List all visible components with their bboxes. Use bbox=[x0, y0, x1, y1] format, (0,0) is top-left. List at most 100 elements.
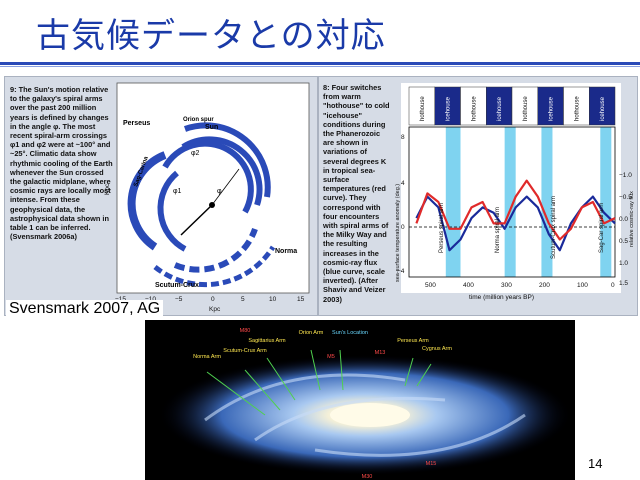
galaxy-orbit-figure: 9: The Sun's motion relative to the gala… bbox=[4, 76, 318, 316]
x-tick: 0 bbox=[211, 296, 215, 303]
temperature-anomaly-line bbox=[415, 179, 616, 241]
title-underline bbox=[0, 62, 640, 65]
galaxy-label: M80 bbox=[240, 328, 251, 334]
plot-frame bbox=[408, 126, 616, 278]
y2-axis-label: relative cosmic-ray flux bbox=[629, 191, 635, 247]
galaxy-label: Orion Arm bbox=[299, 330, 324, 336]
y-tick: 0 bbox=[401, 224, 405, 231]
icehouse-box bbox=[434, 86, 461, 126]
credit-text: Svensmark 2007, AG bbox=[6, 300, 164, 318]
y-tick: −4 bbox=[397, 268, 405, 275]
galaxy-arm-outline bbox=[204, 373, 406, 422]
angle-label-phi2: φ2 bbox=[191, 150, 200, 157]
climate-state-label: hothouse bbox=[523, 96, 529, 121]
climate-state-label: hothouse bbox=[471, 96, 477, 121]
sun-arm bbox=[162, 140, 254, 214]
climate-state-label: icehouse bbox=[497, 96, 503, 121]
x-axis-label: Kpc bbox=[209, 306, 221, 313]
spiral-arm-band bbox=[445, 127, 461, 277]
title-underline-thin bbox=[0, 66, 640, 67]
arm-band-label: Norma spiral arm bbox=[495, 207, 501, 253]
arm-label-perseus: Perseus bbox=[123, 120, 150, 127]
y2-tick: 1.5 bbox=[619, 280, 628, 287]
galaxy-arm-outline bbox=[254, 396, 446, 442]
icehouse-box bbox=[486, 86, 513, 126]
x-tick: −5 bbox=[175, 296, 183, 303]
inner-arm bbox=[157, 170, 187, 252]
y2-tick: −0.5 bbox=[619, 194, 632, 201]
arm-label-scutum-crux: Scutum-Crux bbox=[155, 282, 199, 289]
sag-carina-arm bbox=[127, 151, 167, 251]
galaxy-label: M5 bbox=[327, 354, 335, 360]
y-axis-label: sea-surface temperature anomaly (deg.) bbox=[395, 184, 401, 282]
galaxy-arm-outline bbox=[314, 413, 526, 457]
climate-state-label: hothouse bbox=[574, 96, 580, 121]
galaxy-label: M30 bbox=[362, 474, 373, 480]
norma-arm bbox=[153, 245, 276, 288]
galaxy-label: M13 bbox=[375, 350, 386, 356]
climate-state-label: icehouse bbox=[600, 96, 606, 121]
icehouse-box bbox=[537, 86, 564, 126]
x-tick: 400 bbox=[463, 282, 474, 289]
galaxy-label: Norma Arm bbox=[193, 354, 221, 360]
x-tick: 100 bbox=[577, 282, 588, 289]
icehouse-box bbox=[589, 86, 616, 126]
hothouse-box bbox=[563, 86, 590, 126]
x-tick: 200 bbox=[539, 282, 550, 289]
galaxy-bulge bbox=[330, 403, 410, 427]
angle-label-phi: φ bbox=[217, 188, 222, 195]
x-tick: −15 bbox=[115, 296, 126, 303]
hothouse-box bbox=[511, 86, 538, 126]
x-tick: 15 bbox=[297, 296, 305, 303]
right-caption: 8: Four switches from warm "hothouse" to… bbox=[323, 83, 390, 304]
x-axis-label: time (million years BP) bbox=[469, 294, 534, 301]
arm-label-orion: Orion spur bbox=[183, 117, 214, 123]
x-tick: 5 bbox=[241, 296, 245, 303]
x-tick: 0 bbox=[611, 282, 615, 289]
perseus-arm bbox=[183, 122, 271, 198]
orbit-plot-area bbox=[116, 82, 310, 294]
climate-state-label: icehouse bbox=[446, 96, 452, 121]
galaxy-label: Perseus Arm bbox=[397, 338, 429, 344]
y2-tick: 1.0 bbox=[619, 260, 628, 267]
spiral-arm-band bbox=[541, 127, 553, 277]
y-tick: 4 bbox=[401, 180, 405, 187]
arm-band-label: Perseus spiral arm bbox=[439, 203, 445, 253]
x-tick: 10 bbox=[269, 296, 277, 303]
galaxy-label: Cygnus Arm bbox=[422, 346, 452, 352]
x-tick: 300 bbox=[501, 282, 512, 289]
orion-spur-arm bbox=[181, 136, 263, 206]
arm-label-norma: Norma bbox=[275, 248, 297, 255]
hothouse-box bbox=[408, 86, 435, 126]
climate-state-label: icehouse bbox=[549, 96, 555, 121]
climate-chart: hothouse icehouse hothouse icehouse hothouse… bbox=[395, 83, 635, 301]
hothouse-box bbox=[460, 86, 487, 126]
climate-state-label: hothouse bbox=[420, 96, 426, 121]
y2-tick: 0.0 bbox=[619, 216, 628, 223]
climate-cosmic-ray-figure: 8: Four switches from warm "hothouse" to… bbox=[318, 76, 638, 316]
slide-title: 古気候データとの対応 bbox=[36, 16, 386, 56]
galaxy-label: Scutum-Crux Arm bbox=[223, 348, 267, 354]
arm-label-sun: Sun bbox=[205, 124, 218, 131]
milky-way-image: M80 Norma Arm Scutum-Crux Arm Sagittariu… bbox=[145, 320, 575, 480]
arm-band-label: Scutum-Crux spiral arm bbox=[551, 196, 557, 259]
galaxy-label: Sun's Location bbox=[332, 330, 368, 336]
galaxy-label: M15 bbox=[426, 461, 437, 467]
galaxy-label: Sagittarius Arm bbox=[248, 338, 286, 344]
y2-tick: −1.0 bbox=[619, 172, 632, 179]
scutum-crux-arm bbox=[173, 227, 258, 273]
arm-band-label: Sag-Car spiral arm bbox=[599, 203, 605, 253]
sun-ray bbox=[211, 168, 240, 206]
y2-tick: 0.5 bbox=[619, 238, 628, 245]
spiral-arm-band bbox=[600, 127, 612, 277]
y-axis-label: Kpc bbox=[104, 183, 111, 195]
left-caption: 9: The Sun's motion relative to the gala… bbox=[10, 85, 113, 242]
orbit-plot: Perseus Orion spur Sun Sag-Carina Norma … bbox=[104, 82, 310, 313]
angle-ray bbox=[180, 204, 213, 236]
y-tick: 8 bbox=[401, 134, 405, 141]
spiral-arm-band bbox=[504, 127, 516, 277]
angle-label-phi1: φ1 bbox=[173, 188, 182, 195]
x-tick: −10 bbox=[145, 296, 156, 303]
page-number: 14 bbox=[588, 456, 603, 471]
x-tick: 500 bbox=[425, 282, 436, 289]
